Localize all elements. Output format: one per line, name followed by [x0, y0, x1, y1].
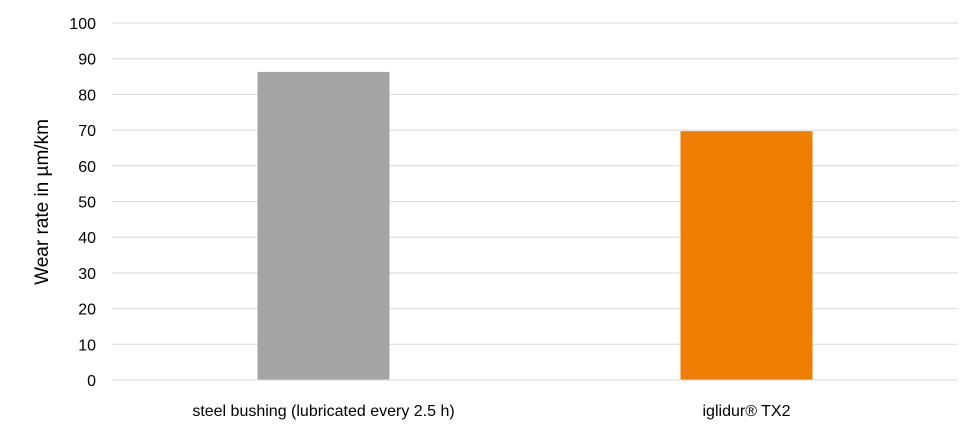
y-tick-label: 60: [78, 159, 96, 176]
x-axis-labels: steel bushing (lubricated every 2.5 h) ig…: [192, 403, 790, 420]
y-tick-label: 70: [78, 123, 96, 140]
gridlines: [112, 22, 958, 345]
y-axis-ticks: 0 10 20 30 40 50 60 70 80 90 100: [69, 16, 96, 390]
bar: [680, 131, 813, 380]
y-tick-label: 90: [78, 52, 96, 69]
y-tick-label: 20: [78, 302, 96, 319]
y-tick-label: 10: [78, 337, 96, 354]
y-tick-label: 100: [69, 16, 96, 33]
y-tick-label: 0: [87, 373, 96, 390]
y-tick-label: 50: [78, 195, 96, 212]
y-tick-label: 30: [78, 266, 96, 283]
x-tick-label: steel bushing (lubricated every 2.5 h): [192, 403, 454, 420]
bars: [257, 71, 813, 380]
x-tick-label: iglidur® TX2: [703, 403, 791, 420]
y-axis-title: Wear rate in µm/km: [32, 119, 53, 285]
y-tick-label: 40: [78, 230, 96, 247]
bar: [257, 71, 390, 380]
y-tick-label: 80: [78, 87, 96, 104]
